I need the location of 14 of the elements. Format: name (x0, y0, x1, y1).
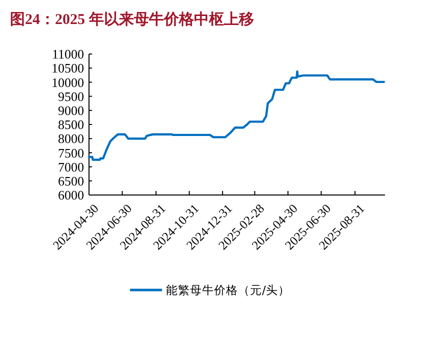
y-tick-label: 11000 (52, 46, 84, 62)
y-tick-label: 10000 (52, 74, 84, 90)
legend-label: 能繁母牛价格（元/头） (166, 283, 290, 298)
y-tick-label: 6500 (58, 173, 84, 188)
y-tick-label: 7000 (58, 159, 84, 174)
y-tick-label: 7500 (58, 145, 84, 160)
y-tick-label: 9000 (58, 102, 84, 118)
y-tick-label: 8000 (58, 131, 84, 146)
y-tick-label: 8500 (58, 117, 84, 132)
chart-title: 图24：2025 年以来母牛价格中枢上移 (10, 11, 254, 28)
y-tick-label: 10500 (52, 60, 84, 76)
y-tick-label: 9500 (58, 88, 84, 104)
line-series (88, 70, 386, 161)
y-tick-label: 6000 (58, 188, 84, 203)
